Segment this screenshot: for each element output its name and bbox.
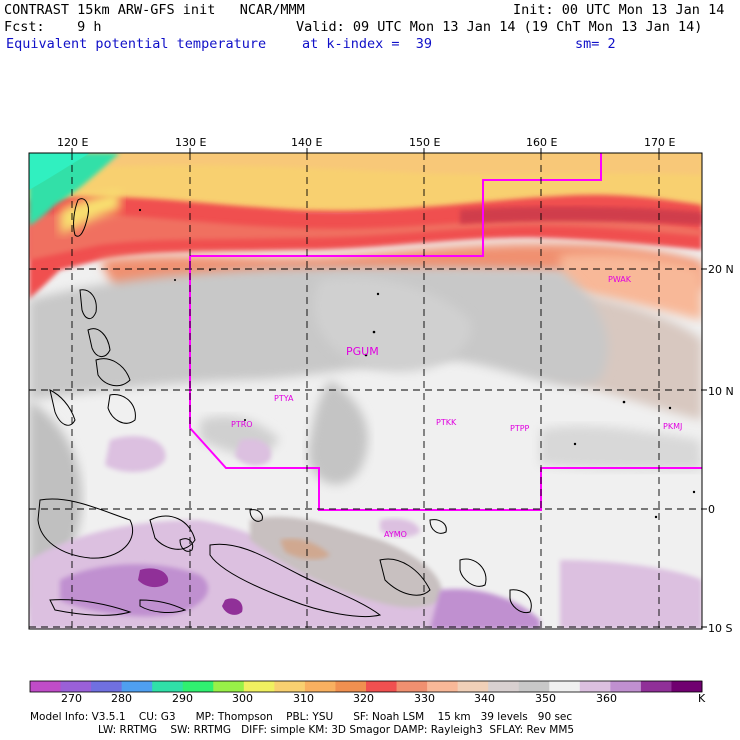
colorbar-swatch [427, 681, 459, 692]
station-ptya: PTYA [274, 394, 294, 403]
forecast-hour: Fcst: 9 h [4, 19, 102, 35]
map-frame [28, 152, 703, 630]
init-time: Init: 00 UTC Mon 13 Jan 14 [513, 2, 725, 18]
lon-label-130: 130 E [175, 136, 207, 149]
station-ptro: PTRO [231, 420, 253, 429]
station-pkmj: PKMJ [663, 422, 682, 431]
model-info-line2: LW: RRTMG SW: RRTMG DIFF: simple KM: 3D … [98, 724, 575, 736]
station-pwak: PWAK [608, 275, 632, 284]
colorbar-swatch [274, 681, 306, 692]
colorbar-label-290: 290 [172, 692, 193, 705]
lon-label-170: 170 E [644, 136, 676, 149]
colorbar-label-310: 310 [293, 692, 314, 705]
station-aymo: AYMO [384, 530, 407, 539]
graticule [29, 153, 702, 629]
colorbar-unit: K [698, 692, 706, 705]
lon-label-150: 150 E [409, 136, 441, 149]
station-pgum: PGUM [346, 345, 379, 358]
colorbar-label-300: 300 [232, 692, 253, 705]
smoothing-info: sm= 2 [575, 36, 616, 52]
colorbar-swatch [152, 681, 184, 692]
colorbar-swatch [579, 681, 611, 692]
colorbar-swatch [304, 681, 336, 692]
lat-label-eq: 0 [708, 503, 715, 516]
colorbar-swatch [121, 681, 153, 692]
field-name: Equivalent potential temperature [6, 36, 267, 52]
region-boundary [189, 153, 702, 511]
lat-label-10n: 10 N [708, 385, 734, 398]
colorbar [29, 680, 703, 693]
colorbar-label-270: 270 [61, 692, 82, 705]
station-ptkk: PTKK [436, 418, 457, 427]
colorbar-frame [29, 680, 703, 693]
colorbar-swatch [366, 681, 398, 692]
station-ptpp: PTPP [510, 424, 530, 433]
lat-label-20n: 20 N [708, 263, 734, 276]
lon-label-140: 140 E [291, 136, 323, 149]
colorbar-swatch [60, 681, 92, 692]
colorbar-label-320: 320 [353, 692, 374, 705]
lon-label-120: 120 E [57, 136, 89, 149]
colorbar-label-280: 280 [111, 692, 132, 705]
colorbar-label-360: 360 [596, 692, 617, 705]
colorbar-swatch [396, 681, 428, 692]
colorbar-swatch [640, 681, 672, 692]
level-info: at k-index = 39 [302, 36, 433, 52]
colorbar-swatch [91, 681, 123, 692]
colorbar-swatch [671, 681, 703, 692]
colorbar-label-340: 340 [474, 692, 495, 705]
colorbar-label-350: 350 [535, 692, 556, 705]
colorbar-swatch [213, 681, 245, 692]
colorbar-swatch [457, 681, 489, 692]
colorbar-swatch [610, 681, 642, 692]
colorbar-swatch [243, 681, 275, 692]
colorbar-swatch [549, 681, 581, 692]
colorbar-swatch [30, 681, 62, 692]
colorbar-swatch [518, 681, 550, 692]
valid-time: Valid: 09 UTC Mon 13 Jan 14 (19 ChT Mon … [296, 19, 703, 35]
small-islands [138, 208, 696, 519]
colorbar-swatch [488, 681, 520, 692]
model-info-line1: Model Info: V3.5.1 CU: G3 MP: Thompson P… [30, 711, 573, 723]
colorbar-label-330: 330 [414, 692, 435, 705]
run-title: CONTRAST 15km ARW-GFS init NCAR/MMM [4, 2, 305, 18]
colorbar-swatch [182, 681, 214, 692]
colorbar-swatch [335, 681, 367, 692]
lon-label-160: 160 E [526, 136, 558, 149]
lat-label-10s: 10 S [708, 622, 733, 635]
theta-e-field: PGUM PWAK PTYA PTRO PTKK PTPP PKMJ AYMO [29, 153, 702, 629]
